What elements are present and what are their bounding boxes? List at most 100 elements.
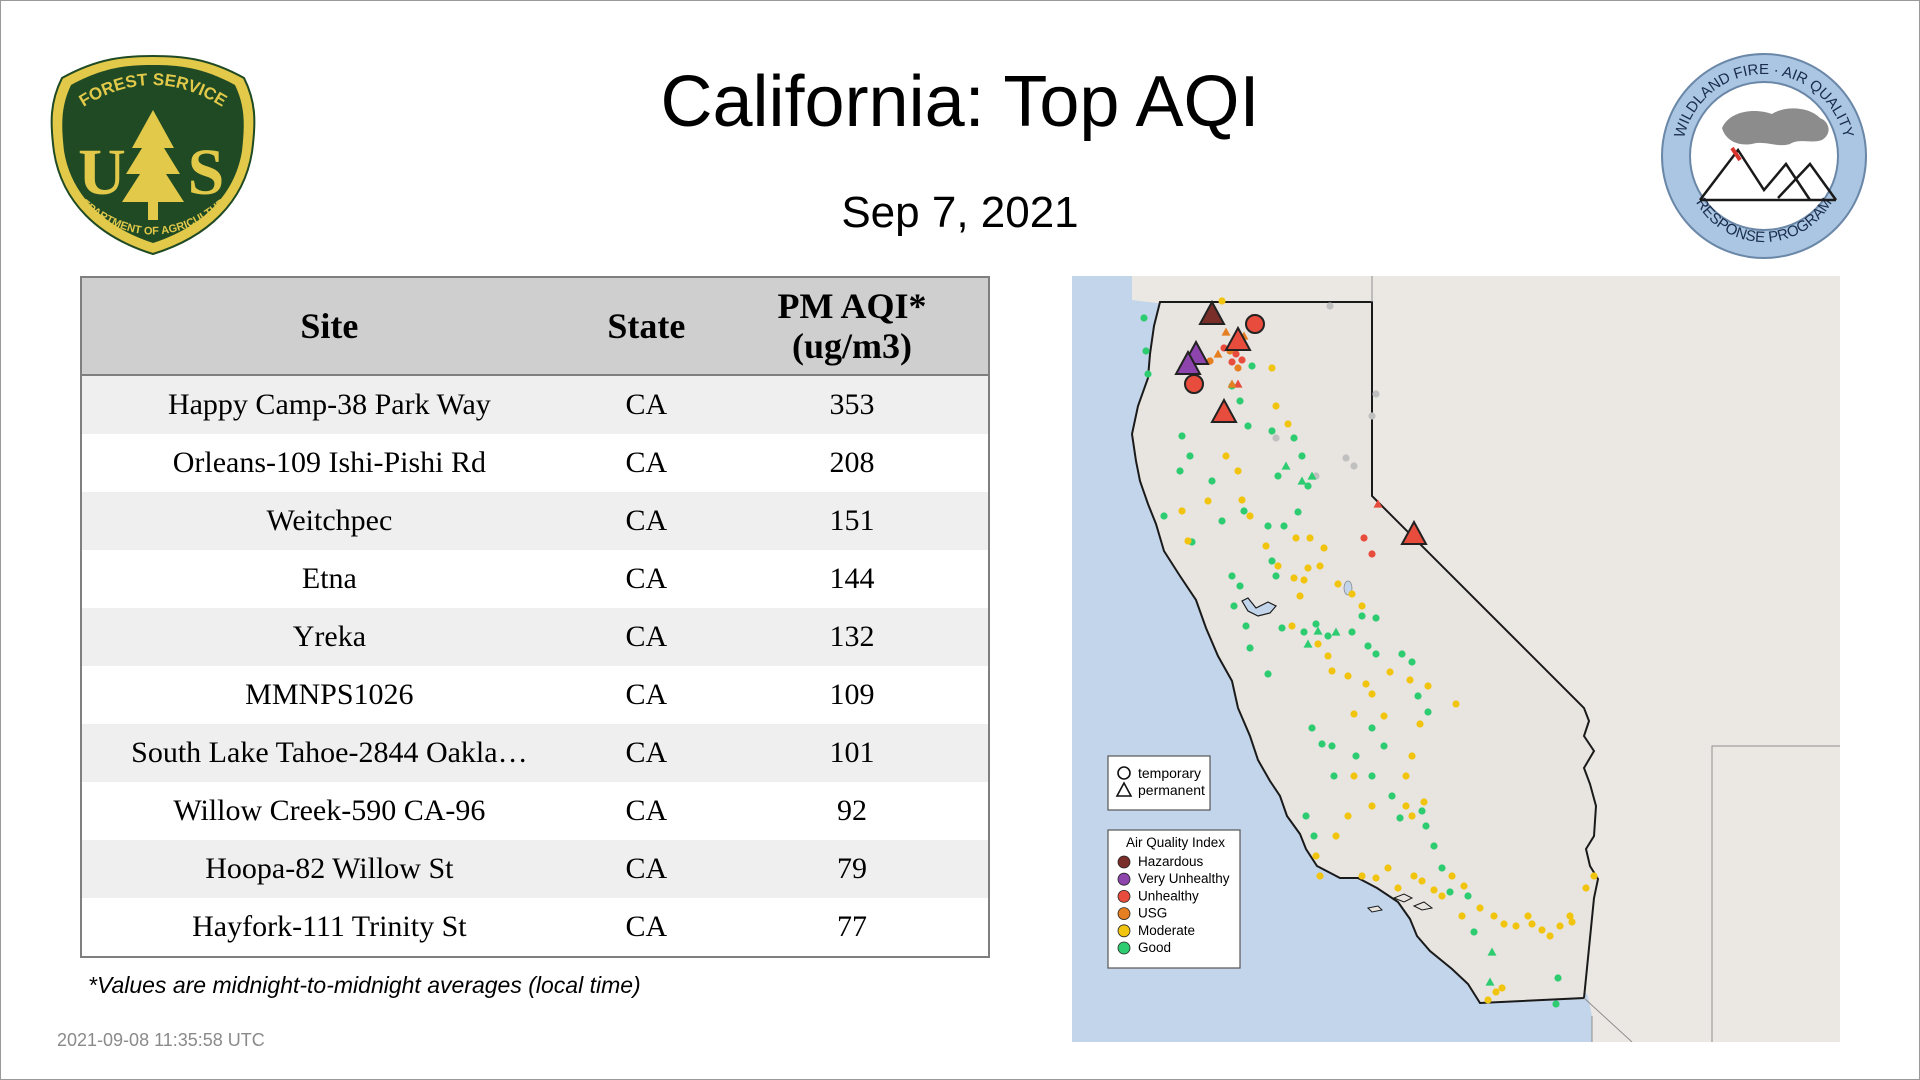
monitor-dot — [1160, 512, 1168, 520]
state-cell: CA — [576, 492, 716, 550]
page-title: California: Top AQI — [660, 62, 1260, 142]
monitor-dot — [1524, 912, 1532, 920]
monitor-dot — [1204, 497, 1212, 505]
monitor-dot — [1342, 454, 1350, 462]
aqi-monitor-map: temporary permanent Air Quality Index Ha… — [1072, 276, 1840, 1042]
monitor-dot — [1264, 670, 1272, 678]
monitor-dot — [1350, 772, 1358, 780]
monitor-dot — [1448, 872, 1456, 880]
aqi-legend-label: Hazardous — [1138, 854, 1204, 869]
monitor-dot — [1278, 624, 1286, 632]
monitor-dot — [1556, 922, 1564, 930]
monitor-dot — [1470, 928, 1478, 936]
monitor-dot — [1360, 534, 1368, 542]
top-site-triangle — [1174, 349, 1202, 375]
monitor-dot — [1142, 347, 1150, 355]
monitor-dot — [1414, 692, 1422, 700]
monitor-dot — [1490, 912, 1498, 920]
monitor-dot — [1246, 644, 1254, 652]
monitor-dot — [1368, 802, 1376, 810]
site-cell: MMNPS1026 — [81, 666, 577, 724]
monitor-dot — [1552, 1000, 1560, 1008]
aqi-header-line2: (ug/m3) — [791, 326, 912, 366]
monitor-dot — [1292, 534, 1300, 542]
monitor-dot — [1268, 557, 1276, 565]
monitor-dot — [1316, 562, 1324, 570]
sf-bay — [1241, 597, 1277, 617]
monitor-triangle — [1227, 379, 1237, 388]
monitor-dot — [1438, 864, 1446, 872]
monitor-dot — [1326, 302, 1334, 310]
triangle-shape-icon — [1115, 781, 1133, 797]
monitor-dot — [1262, 542, 1270, 550]
monitor-dot — [1294, 508, 1302, 516]
aqi-cell: 208 — [715, 434, 989, 492]
state-cell: CA — [576, 782, 716, 840]
aqi-legend-label: USG — [1138, 906, 1167, 921]
aqi-legend-label: Good — [1138, 940, 1171, 955]
monitor-dot — [1350, 462, 1358, 470]
monitor-dot — [1424, 682, 1432, 690]
monitor-dot — [1298, 452, 1306, 460]
aqi-cell: 77 — [715, 898, 989, 957]
monitor-dot — [1388, 792, 1396, 800]
monitor-dot — [1208, 477, 1216, 485]
monitor-dot — [1312, 620, 1320, 628]
column-header-site: Site — [81, 277, 577, 376]
table-row: Yreka CA 132 — [81, 608, 989, 666]
monitor-dot — [1184, 537, 1192, 545]
monitor-dot — [1318, 740, 1326, 748]
monitor-dot — [1396, 814, 1404, 822]
monitor-dot — [1460, 882, 1468, 890]
monitor-dot — [1330, 772, 1338, 780]
monitor-dot — [1232, 350, 1240, 358]
flame-mark — [1730, 146, 1742, 162]
monitor-dot — [1430, 886, 1438, 894]
monitor-dot — [1144, 370, 1152, 378]
state-cell: CA — [576, 550, 716, 608]
monitor-dot — [1498, 984, 1506, 992]
monitor-dot — [1244, 422, 1252, 430]
monitor-triangle — [1313, 626, 1323, 635]
monitor-triangle — [1331, 627, 1341, 636]
monitor-dot — [1274, 472, 1282, 480]
monitor-dot — [1242, 622, 1250, 630]
monitor-triangle — [1487, 947, 1497, 956]
aqi-cell: 92 — [715, 782, 989, 840]
monitor-dot — [1178, 432, 1186, 440]
california-outline — [1130, 301, 1600, 1005]
aqi-header-line1: PM AQI* — [777, 286, 927, 326]
monitor-dot — [1272, 572, 1280, 580]
monitor-dot — [1364, 642, 1372, 650]
monitor-dot — [1368, 772, 1376, 780]
monitor-dot — [1314, 640, 1322, 648]
monitor-dot — [1430, 842, 1438, 850]
monitor-dot — [1408, 752, 1416, 760]
monitor-dot — [1306, 534, 1314, 542]
monitor-dot — [1234, 467, 1242, 475]
monitor-dot — [1464, 892, 1472, 900]
monitor-dot — [1344, 672, 1352, 680]
table-header-row: Site State PM AQI* (ug/m3) — [81, 277, 989, 376]
state-cell: CA — [576, 666, 716, 724]
monitor-dot — [1476, 904, 1484, 912]
monitor-triangle — [1281, 461, 1291, 470]
monitor-dot — [1302, 812, 1310, 820]
monitor-dot — [1324, 652, 1332, 660]
circle-shape-icon — [1117, 766, 1131, 780]
aqi-legend-label: Moderate — [1138, 923, 1195, 938]
aqi-legend-swatch — [1117, 907, 1131, 920]
table-row: Orleans-109 Ishi-Pishi Rd CA 208 — [81, 434, 989, 492]
monitor-dot — [1240, 507, 1248, 515]
monitor-dot — [1280, 522, 1288, 530]
column-header-state: State — [576, 277, 716, 376]
monitor-triangle — [1233, 379, 1243, 388]
monitor-dot — [1328, 742, 1336, 750]
aqi-legend-swatch — [1117, 941, 1131, 955]
monitor-dot — [1304, 564, 1312, 572]
monitor-dot — [1238, 356, 1246, 364]
logo-letter-s: S — [188, 136, 225, 209]
monitor-dot — [1264, 522, 1272, 530]
monitor-dot — [1328, 667, 1336, 675]
monitor-dot — [1300, 628, 1308, 636]
